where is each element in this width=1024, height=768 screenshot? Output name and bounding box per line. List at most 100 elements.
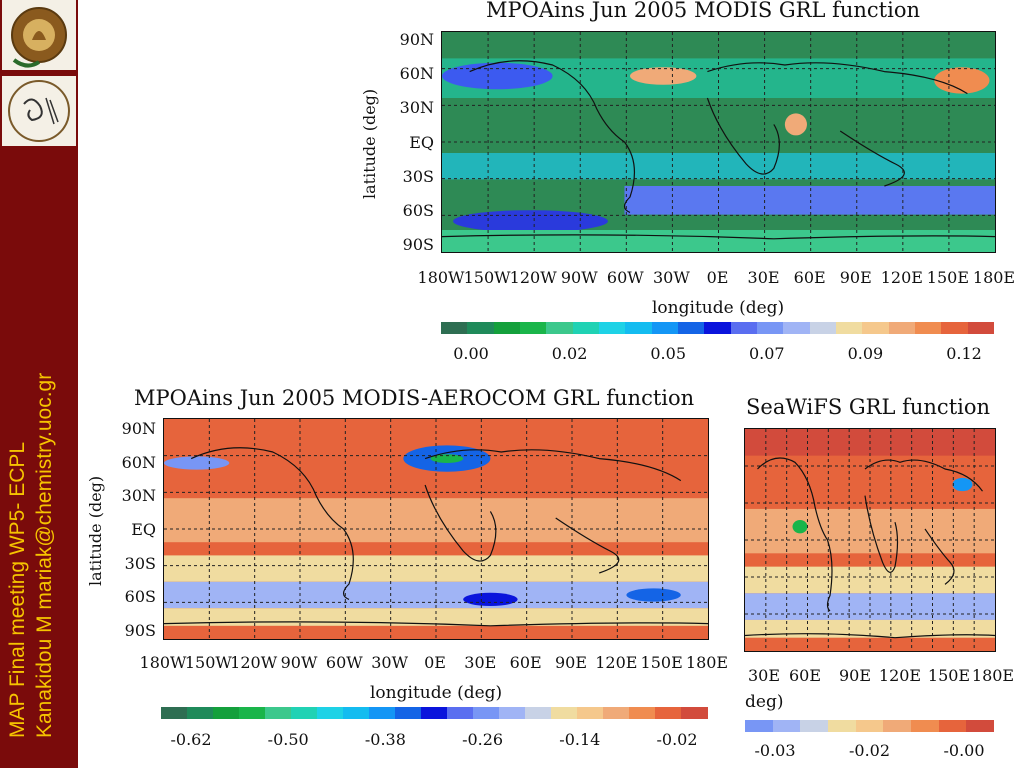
chart1-ylabel: latitude (deg)	[360, 88, 379, 199]
chart1-ytick: 30N	[399, 98, 434, 118]
chart3-colorbar-swatch	[828, 720, 857, 732]
chart2-colorbar-tick: -0.38	[364, 730, 406, 749]
chart2-ylabel: latitude (deg)	[86, 475, 105, 586]
coastline	[757, 457, 833, 612]
chart3-title: SeaWiFS GRL function	[746, 395, 991, 419]
chart3-xlabel: deg)	[745, 692, 784, 712]
chart1-xtick: 90E	[839, 268, 872, 287]
chart1-colorbar-swatch	[599, 322, 626, 334]
chart3-colorbar-tick: -0.03	[754, 741, 796, 760]
chart1-colorbar-tick: 0.00	[453, 344, 489, 363]
chart1-colorbar-swatch	[967, 322, 995, 334]
chart2-colorbar-swatch	[551, 707, 578, 719]
coastline	[469, 60, 636, 213]
chart2-colorbar-swatch	[421, 707, 448, 719]
chart2-xtick: 120W	[230, 653, 278, 672]
chart2-colorbar-swatch	[655, 707, 682, 719]
chart3-colorbar-swatch	[911, 720, 940, 732]
chart3-colorbar-swatch	[966, 720, 995, 732]
chart1-ytick: 30S	[402, 166, 434, 186]
south-pacific-peak	[626, 588, 681, 602]
chart2-ytick: 60S	[124, 587, 156, 607]
chart1-colorbar-swatch	[467, 322, 495, 334]
coastline	[555, 517, 620, 574]
chart1-xtick: 180W	[417, 268, 465, 287]
coastline	[707, 62, 968, 95]
north-atlantic-peak	[630, 67, 697, 85]
chart1-ytick: EQ	[409, 132, 434, 152]
chart1-colorbar-swatch	[757, 322, 784, 334]
sidebar: MAP Final meeting WP5- ECPL Kanakidou M …	[0, 0, 78, 768]
coastline	[442, 234, 995, 240]
chart3-colorbar-swatch	[772, 720, 801, 732]
chart2-colorbar-swatch	[525, 707, 552, 719]
chart1-colorbar-swatch	[625, 322, 653, 334]
chart2-xtick: 150W	[184, 653, 232, 672]
chart2-xtick: 90E	[554, 653, 588, 672]
chart3-xtick: 90E	[838, 666, 872, 685]
band-south-blue	[624, 186, 995, 215]
map-field	[442, 32, 995, 252]
southern-ocean-max	[453, 210, 608, 233]
chart1-ytick: 90N	[399, 30, 434, 49]
map-field	[745, 429, 995, 651]
coastline	[190, 447, 354, 600]
coastline	[424, 484, 497, 562]
chart2-xtick: 30W	[371, 653, 409, 672]
chart1-title: MPOAins Jun 2005 MODIS GRL function	[486, 0, 920, 22]
chart3-xtick: 180E	[971, 666, 1015, 685]
chart2-colorbar-swatch	[369, 707, 396, 719]
chart2-ytick: 90N	[121, 419, 156, 438]
coastline	[864, 459, 983, 492]
chart2-title: MPOAins Jun 2005 MODIS-AEROCOM GRL funct…	[134, 386, 695, 410]
chart1-map	[441, 31, 996, 253]
chart2-colorbar-swatch	[213, 707, 240, 719]
chart2-colorbar-tick: -0.26	[462, 730, 504, 749]
chart1-xlabel: longitude (deg)	[652, 298, 785, 318]
chart1-xtick: 150W	[463, 268, 511, 287]
chart1-xtick: 90W	[560, 268, 598, 287]
chart2-xtick: 150E	[640, 653, 683, 672]
chart1-colorbar-tick: 0.05	[650, 344, 686, 363]
coastline	[839, 130, 905, 187]
chart1-colorbar-tick: 0.07	[748, 344, 785, 363]
chart1-colorbar-swatch	[836, 322, 863, 334]
chart3-xtick: 60E	[788, 666, 822, 685]
chart1-colorbar-swatch	[862, 322, 890, 334]
north-pacific-peak	[934, 67, 990, 94]
chart1-ytick: 90S	[402, 235, 434, 254]
chart2-xtick: 60W	[325, 653, 363, 672]
coastline	[706, 97, 780, 175]
university-logo	[2, 0, 76, 70]
antarctic-band	[442, 230, 995, 252]
chart1-colorbar-swatch	[704, 322, 732, 334]
chart3-xtick: 120E	[878, 666, 922, 685]
chart3-colorbar-swatch	[855, 720, 884, 732]
chart2-colorbar-swatch	[291, 707, 318, 719]
sidebar-caption: MAP Final meeting WP5- ECPL Kanakidou M …	[4, 268, 58, 738]
chart2-xlabel: longitude (deg)	[370, 683, 503, 703]
chart2-colorbar-swatch	[187, 707, 214, 719]
chart2-xtick: 30E	[464, 653, 497, 672]
kuroshio-blue	[952, 477, 973, 492]
chart1-xtick: 60W	[606, 268, 644, 287]
chart3-colorbar-swatch	[745, 720, 774, 732]
meeting-line: MAP Final meeting WP5- ECPL	[6, 441, 29, 738]
chart2-ytick: 30S	[124, 553, 156, 573]
coastline	[424, 449, 682, 482]
north-atlantic-green	[430, 454, 464, 463]
coastline	[745, 633, 995, 639]
chart1-colorbar-swatch	[730, 322, 758, 334]
chart1-xtick: 120E	[880, 268, 923, 287]
chart1-colorbar-swatch	[783, 322, 811, 334]
chart2-colorbar-swatch	[343, 707, 370, 719]
chart1-colorbar-swatch	[572, 322, 600, 334]
chart2-colorbar-swatch	[499, 707, 526, 719]
arabian-sea-peak	[784, 113, 807, 136]
chart1-colorbar-swatch	[941, 322, 969, 334]
chart2-ytick: EQ	[131, 520, 156, 539]
chart3-xtick: 150E	[927, 666, 971, 685]
chart1-xtick: 150E	[926, 268, 970, 287]
chart1-colorbar-swatch	[888, 322, 916, 334]
chart1-colorbar-swatch	[809, 322, 837, 334]
